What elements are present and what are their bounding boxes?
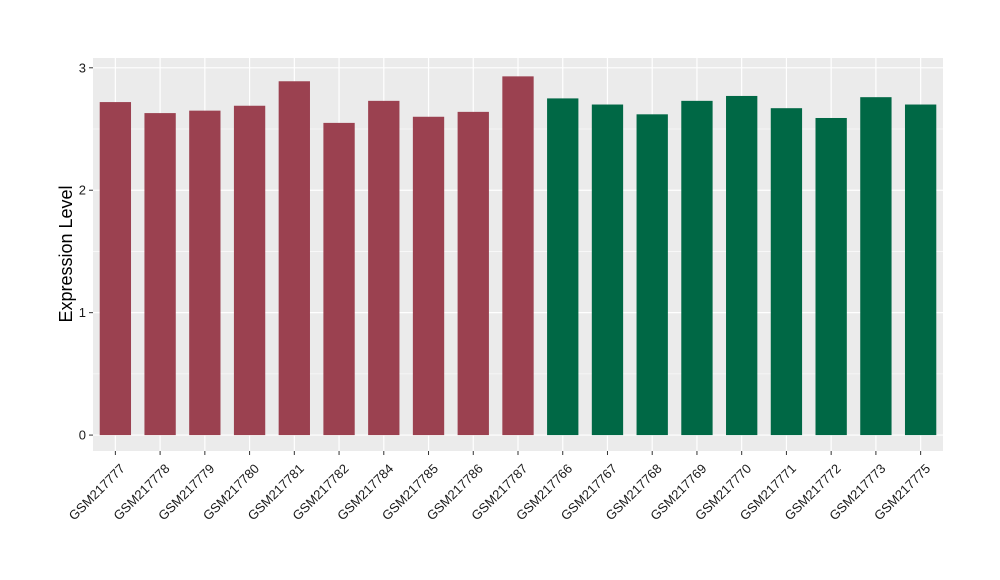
bar	[681, 100, 713, 436]
y-tick-label: 2	[79, 183, 86, 198]
bar	[144, 113, 176, 436]
bar	[591, 104, 624, 436]
bar	[815, 117, 847, 436]
bar	[412, 116, 445, 436]
y-axis-title: Expression Level	[56, 185, 76, 322]
bar	[636, 114, 668, 436]
x-axis: GSM217777GSM217778GSM217779GSM217780GSM2…	[66, 451, 933, 523]
bar	[904, 104, 937, 436]
bar	[233, 105, 266, 436]
y-tick-label: 3	[79, 60, 86, 75]
y-axis: 0 1 2 3	[79, 60, 93, 443]
bar	[860, 97, 892, 436]
bar	[502, 76, 534, 436]
bars	[99, 76, 937, 436]
bar	[547, 98, 579, 436]
bar	[278, 81, 310, 436]
bar	[189, 110, 221, 436]
bar	[368, 100, 400, 436]
bar	[323, 122, 355, 436]
y-tick-label: 1	[79, 305, 86, 320]
bar	[770, 108, 803, 436]
y-tick-label: 0	[79, 428, 86, 443]
bar	[99, 102, 132, 436]
bar	[457, 111, 489, 436]
bar	[726, 95, 758, 436]
